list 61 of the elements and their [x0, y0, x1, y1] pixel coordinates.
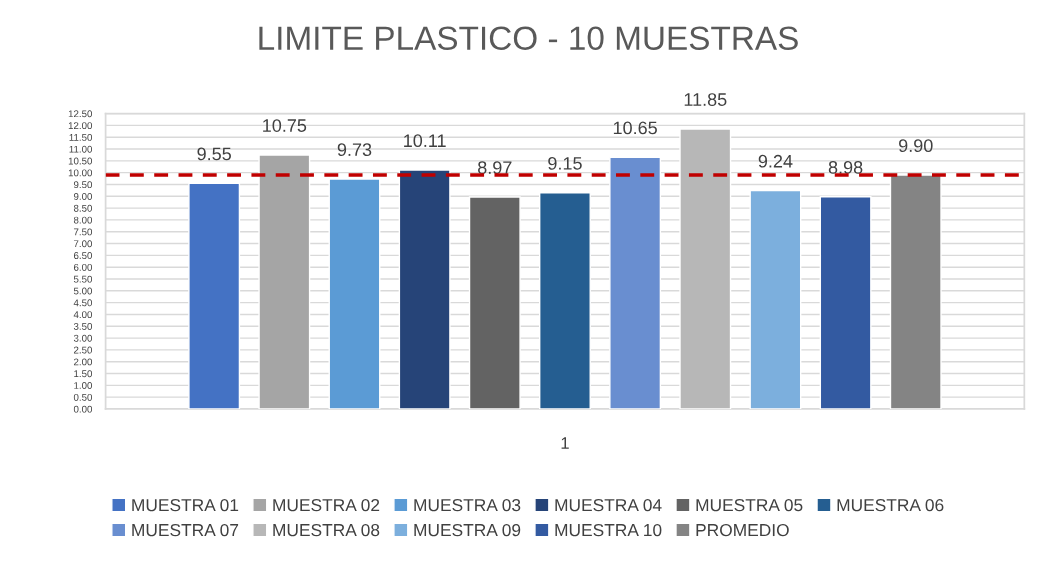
data-label: 10.65 [613, 121, 657, 135]
legend-label: MUESTRA 05 [696, 498, 803, 512]
bar [609, 156, 662, 409]
data-label: 9.15 [548, 156, 582, 170]
bar [539, 192, 591, 409]
data-label: 8.97 [478, 161, 512, 174]
y-tick-label: 7.50 [73, 228, 93, 236]
legend-label: MUESTRA 06 [837, 498, 944, 512]
bar [468, 196, 521, 409]
y-tick-label: 6.50 [73, 252, 93, 259]
data-label: 11.85 [684, 93, 727, 106]
bar [749, 189, 802, 409]
legend-label: PROMEDIO [696, 523, 789, 537]
bar [398, 169, 451, 409]
y-tick-label: 8.50 [73, 204, 93, 212]
bar [188, 182, 241, 409]
y-tick-label: 5.50 [73, 275, 93, 283]
y-tick-label: 8.00 [73, 216, 93, 224]
bar [819, 196, 872, 409]
y-tick-label: 1.00 [74, 382, 93, 389]
y-tick-label: 10.00 [68, 169, 93, 177]
data-label: 10.75 [263, 119, 307, 132]
data-label: 9.55 [197, 147, 231, 161]
y-tick-label: 0.00 [73, 405, 93, 413]
y-tick-label: 11.50 [69, 133, 93, 141]
y-tick-label: 3.00 [73, 334, 93, 342]
bar [258, 154, 311, 409]
y-tick-label: 11.00 [69, 145, 93, 153]
y-tick-label: 1.50 [74, 370, 93, 378]
y-tick-label: 3.50 [73, 322, 93, 330]
data-label: 9.90 [899, 139, 933, 153]
legend-label: MUESTRA 02 [273, 498, 380, 512]
legend-label: MUESTRA 08 [273, 523, 380, 537]
legend-label: MUESTRA 01 [132, 498, 239, 512]
y-tick-label: 4.00 [73, 311, 93, 319]
y-tick-label: 5.00 [73, 287, 93, 295]
y-tick-label: 4.50 [73, 299, 93, 307]
data-label: 8.98 [828, 160, 863, 174]
y-tick-label: 6.00 [73, 263, 93, 271]
data-label: 9.73 [337, 143, 372, 157]
y-tick-label: 12.00 [68, 122, 93, 130]
legend-label: MUESTRA 03 [414, 498, 521, 512]
x-tick-label: 1 [561, 437, 569, 449]
y-tick-label: 9.00 [73, 193, 93, 200]
y-tick-label: 2.50 [73, 346, 93, 354]
y-tick-label: 12.50 [68, 110, 93, 118]
y-tick-label: 2.00 [73, 358, 93, 366]
data-label: 9.24 [758, 154, 793, 168]
y-tick-label: 7.00 [73, 240, 93, 248]
y-tick-label: 10.50 [68, 157, 93, 165]
bar [679, 128, 732, 409]
legend-label: MUESTRA 09 [414, 523, 521, 537]
y-tick-label: 0.50 [73, 393, 93, 401]
y-tick-label: 9.50 [73, 181, 93, 189]
bar [328, 178, 381, 409]
data-label: 10.11 [404, 134, 446, 148]
legend-label: MUESTRA 04 [555, 498, 662, 512]
bar [889, 174, 942, 409]
legend-label: MUESTRA 07 [132, 523, 239, 537]
legend-label: MUESTRA 10 [555, 523, 662, 537]
chart-title: LIMITE PLASTICO - 10 MUESTRAS [259, 26, 798, 51]
